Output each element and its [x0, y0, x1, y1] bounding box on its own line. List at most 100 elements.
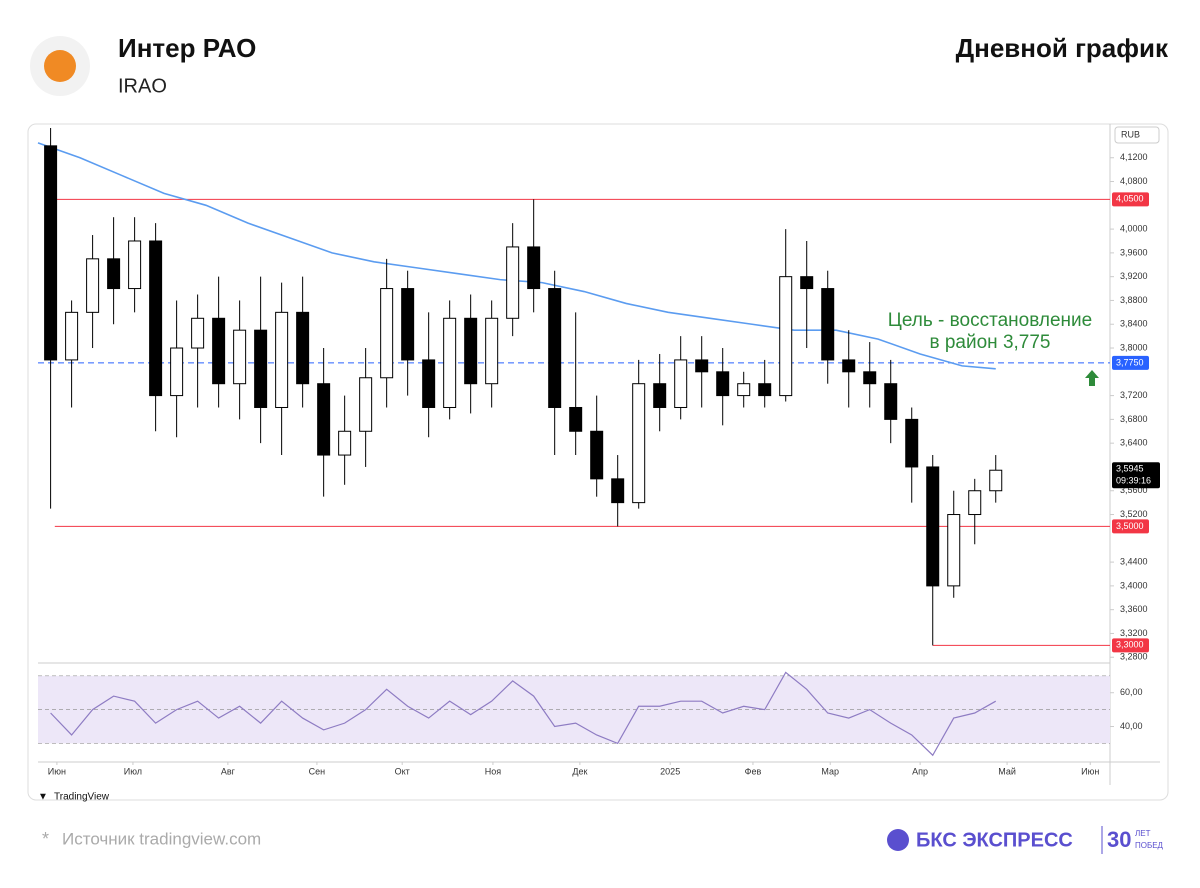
y-tick-label: 3,8400 [1120, 319, 1148, 329]
logo [44, 50, 76, 82]
candle-body [800, 276, 814, 290]
candle-body [128, 240, 142, 290]
candle-body [107, 258, 121, 290]
tv-logo: ▼ [38, 792, 48, 803]
y-tick-label: 3,9200 [1120, 271, 1148, 281]
candle-body [569, 406, 583, 432]
candle-body [485, 317, 499, 385]
candle-body [842, 359, 856, 373]
y-tick-label: 3,4400 [1120, 556, 1148, 566]
y-tick-label: 4,0800 [1120, 176, 1148, 186]
source: Источник tradingview.com [62, 829, 261, 848]
y-tick-label: 3,5200 [1120, 509, 1148, 519]
level-label: 4,0500 [1116, 194, 1144, 204]
y-tick-label: 3,5600 [1120, 485, 1148, 495]
candle-body [548, 288, 562, 408]
candle-body [947, 514, 961, 587]
anniv-bottom: ПОБЕД [1135, 841, 1164, 850]
x-tick-label: Мар [821, 766, 839, 776]
x-tick-label: Июн [48, 766, 66, 776]
x-tick-label: Ноя [485, 766, 502, 776]
x-tick-label: Апр [912, 766, 928, 776]
candle-body [149, 240, 163, 397]
currency: RUB [1121, 129, 1140, 139]
level-badge [1112, 519, 1149, 534]
candle-body [989, 469, 1003, 492]
x-tick-label: 2025 [660, 766, 680, 776]
candle-body [632, 383, 646, 504]
candle-body [464, 317, 478, 385]
y-tick-label: 4,0000 [1120, 223, 1148, 233]
candle-body [44, 145, 58, 361]
candle-body [443, 317, 457, 408]
rsi-tick-label: 60,00 [1120, 687, 1143, 697]
brand-icon [887, 829, 909, 851]
candle-body [737, 383, 751, 397]
candle-body [254, 329, 268, 408]
candle-body [191, 317, 205, 349]
y-tick-label: 3,6400 [1120, 438, 1148, 448]
x-tick-label: Авг [221, 766, 236, 776]
x-tick-label: Июн [1081, 766, 1099, 776]
last-price: 3,5945 [1116, 464, 1144, 474]
currency-box [1114, 126, 1160, 144]
last-time: 09:39:16 [1116, 476, 1151, 486]
anniv-num: 30 [1107, 827, 1131, 852]
level-badge [1112, 355, 1149, 370]
rsi-tick-label: 40,00 [1120, 721, 1143, 731]
candle-body [380, 288, 394, 379]
tv-brand: TradingView [54, 792, 110, 803]
candle-body [401, 288, 415, 361]
candle-body [275, 311, 289, 408]
ticker: IRAO [118, 75, 167, 97]
x-tick-label: Сен [309, 766, 326, 776]
candle-body [527, 246, 541, 290]
candle-body [611, 478, 625, 504]
candle-body [821, 288, 835, 361]
candle-body [758, 383, 772, 397]
candle-body [968, 490, 982, 516]
candle-body [233, 329, 247, 385]
candle-body [779, 276, 793, 397]
candle-body [926, 466, 940, 587]
candle-body [590, 430, 604, 480]
candle-body [716, 371, 730, 397]
candle-body [422, 359, 436, 408]
plot: 4,1200 4,0800 4,0000 3,9600 3,9200 3,8800 3,84… [37, 128, 1160, 776]
level-badge [1112, 192, 1149, 207]
y-tick-label: 3,6800 [1120, 414, 1148, 424]
chart-kind: Дневной график [956, 33, 1169, 63]
title: Интер РАО [118, 33, 256, 63]
annotation: в район 3,775 [929, 332, 1050, 353]
candle-body [359, 377, 373, 432]
candle-body [317, 383, 331, 456]
y-tick-label: 4,1200 [1120, 152, 1148, 162]
moving-average [37, 142, 996, 370]
annotation: Цель - восстановление [888, 310, 1092, 331]
candle-body [674, 359, 688, 408]
x-tick-label: Окт [395, 766, 410, 776]
candle-body [506, 246, 520, 319]
candle-body [905, 418, 919, 468]
annotation-arrow [1085, 370, 1099, 386]
y-tick-label: 3,8000 [1120, 342, 1148, 352]
candle-body [296, 311, 310, 385]
candle-body [170, 347, 184, 397]
last-price-badge [1112, 462, 1160, 489]
y-tick-label: 3,3600 [1120, 604, 1148, 614]
level-badge [1112, 638, 1149, 653]
y-tick-label: 3,8800 [1120, 295, 1148, 305]
candle-body [695, 359, 709, 373]
level-label: 3,7750 [1116, 357, 1144, 367]
y-tick-label: 3,7200 [1120, 390, 1148, 400]
x-tick-label: Июл [124, 766, 142, 776]
candle-body [212, 317, 226, 385]
candle-body [653, 383, 667, 408]
y-tick-label: 3,2800 [1120, 652, 1148, 662]
anniv-top: ЛЕТ [1135, 829, 1151, 838]
y-tick-label: 3,3200 [1120, 628, 1148, 638]
rsi-line [50, 671, 997, 757]
candle-body [65, 311, 79, 361]
y-tick-label: 3,9600 [1120, 247, 1148, 257]
